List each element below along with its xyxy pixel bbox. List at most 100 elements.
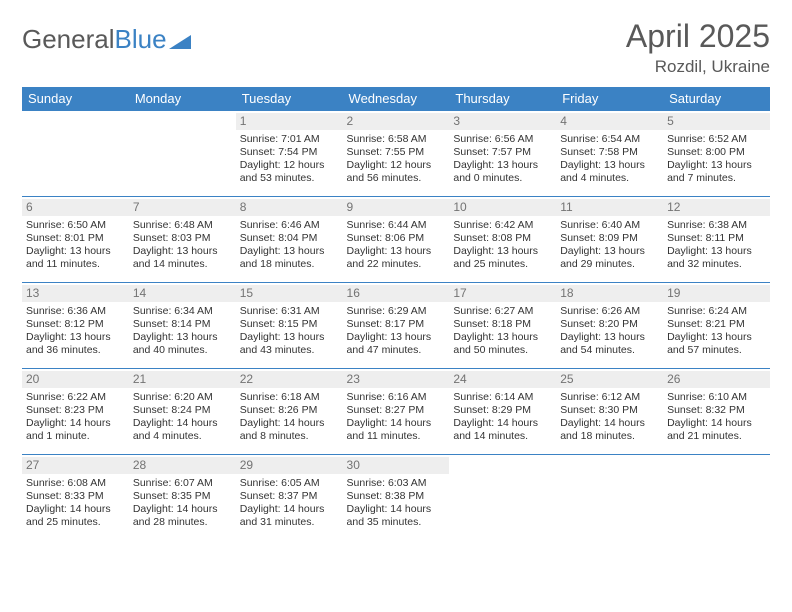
cell-text: Sunrise: 6:48 AMSunset: 8:03 PMDaylight:… — [133, 219, 232, 272]
daylight-text: Daylight: 13 hours and 11 minutes. — [26, 245, 125, 271]
title-block: April 2025 Rozdil, Ukraine — [626, 18, 770, 77]
sunrise-text: Sunrise: 6:22 AM — [26, 391, 125, 404]
calendar-cell — [556, 455, 663, 541]
calendar-row: 13Sunrise: 6:36 AMSunset: 8:12 PMDayligh… — [22, 283, 770, 369]
calendar-cell: 21 Sunrise: 6:20 AMSunset: 8:24 PMDayligh… — [129, 369, 236, 455]
day-number: 14 — [129, 285, 236, 302]
cell-text: Sunrise: 6:14 AMSunset: 8:29 PMDaylight:… — [453, 391, 552, 444]
sunset-text: Sunset: 8:32 PM — [667, 404, 766, 417]
sunset-text: Sunset: 8:30 PM — [560, 404, 659, 417]
sunset-text: Sunset: 8:18 PM — [453, 318, 552, 331]
day-number: 21 — [129, 371, 236, 388]
cell-text: Sunrise: 6:34 AMSunset: 8:14 PMDaylight:… — [133, 305, 232, 358]
calendar-cell: 17Sunrise: 6:27 AMSunset: 8:18 PMDayligh… — [449, 283, 556, 369]
cell-text: Sunrise: 6:12 AMSunset: 8:30 PMDaylight:… — [560, 391, 659, 444]
sunrise-text: Sunrise: 6:27 AM — [453, 305, 552, 318]
sunrise-text: Sunrise: 6:58 AM — [347, 133, 446, 146]
cell-text: Sunrise: 6:40 AMSunset: 8:09 PMDaylight:… — [560, 219, 659, 272]
sunrise-text: Sunrise: 6:29 AM — [347, 305, 446, 318]
daylight-text: Daylight: 14 hours and 31 minutes. — [240, 503, 339, 529]
daylight-text: Daylight: 13 hours and 4 minutes. — [560, 159, 659, 185]
calendar-cell: 5Sunrise: 6:52 AMSunset: 8:00 PMDaylight… — [663, 111, 770, 197]
sunset-text: Sunset: 7:55 PM — [347, 146, 446, 159]
day-number: 25 — [556, 371, 663, 388]
calendar-cell: 20Sunrise: 6:22 AMSunset: 8:23 PMDayligh… — [22, 369, 129, 455]
sunrise-text: Sunrise: 6:46 AM — [240, 219, 339, 232]
sunrise-text: Sunrise: 6:18 AM — [240, 391, 339, 404]
cell-text: Sunrise: 6:29 AMSunset: 8:17 PMDaylight:… — [347, 305, 446, 358]
sunrise-text: Sunrise: 6:54 AM — [560, 133, 659, 146]
logo-text-1: General — [22, 24, 115, 55]
calendar-cell: 25 Sunrise: 6:12 AMSunset: 8:30 PMDayligh… — [556, 369, 663, 455]
cell-text: Sunrise: 6:20 AMSunset: 8:24 PMDaylight:… — [133, 391, 232, 444]
calendar-cell: 18Sunrise: 6:26 AMSunset: 8:20 PMDayligh… — [556, 283, 663, 369]
daylight-text: Daylight: 14 hours and 35 minutes. — [347, 503, 446, 529]
daylight-text: Daylight: 13 hours and 43 minutes. — [240, 331, 339, 357]
calendar-cell: 14 Sunrise: 6:34 AMSunset: 8:14 PMDayligh… — [129, 283, 236, 369]
sunrise-text: Sunrise: 6:26 AM — [560, 305, 659, 318]
calendar-cell: 11 Sunrise: 6:40 AMSunset: 8:09 PMDayligh… — [556, 197, 663, 283]
sunset-text: Sunset: 8:15 PM — [240, 318, 339, 331]
cell-text: Sunrise: 6:08 AMSunset: 8:33 PMDaylight:… — [26, 477, 125, 530]
calendar-cell: 1 Sunrise: 7:01 AMSunset: 7:54 PMDaylight… — [236, 111, 343, 197]
day-number: 18 — [556, 285, 663, 302]
sunset-text: Sunset: 8:26 PM — [240, 404, 339, 417]
daylight-text: Daylight: 13 hours and 29 minutes. — [560, 245, 659, 271]
daylight-text: Daylight: 14 hours and 4 minutes. — [133, 417, 232, 443]
cell-text: Sunrise: 6:03 AMSunset: 8:38 PMDaylight:… — [347, 477, 446, 530]
day-number: 11 — [556, 199, 663, 216]
daylight-text: Daylight: 13 hours and 7 minutes. — [667, 159, 766, 185]
cell-text: Sunrise: 6:42 AMSunset: 8:08 PMDaylight:… — [453, 219, 552, 272]
calendar-cell: 22Sunrise: 6:18 AMSunset: 8:26 PMDayligh… — [236, 369, 343, 455]
day-number: 10 — [449, 199, 556, 216]
day-number: 19 — [663, 285, 770, 302]
daylight-text: Daylight: 12 hours and 53 minutes. — [240, 159, 339, 185]
daylight-text: Daylight: 13 hours and 36 minutes. — [26, 331, 125, 357]
sunset-text: Sunset: 8:33 PM — [26, 490, 125, 503]
day-number: 1 — [236, 113, 343, 130]
location: Rozdil, Ukraine — [626, 57, 770, 77]
calendar-cell: 3Sunrise: 6:56 AMSunset: 7:57 PMDaylight… — [449, 111, 556, 197]
cell-text: Sunrise: 6:16 AMSunset: 8:27 PMDaylight:… — [347, 391, 446, 444]
sunrise-text: Sunrise: 6:05 AM — [240, 477, 339, 490]
calendar-cell: 8 Sunrise: 6:46 AMSunset: 8:04 PMDaylight… — [236, 197, 343, 283]
cell-text: Sunrise: 6:22 AMSunset: 8:23 PMDaylight:… — [26, 391, 125, 444]
sunset-text: Sunset: 8:04 PM — [240, 232, 339, 245]
calendar-row: 27Sunrise: 6:08 AMSunset: 8:33 PMDayligh… — [22, 455, 770, 541]
sunrise-text: Sunrise: 6:08 AM — [26, 477, 125, 490]
weekday-header: Monday — [129, 87, 236, 111]
calendar-cell: 12Sunrise: 6:38 AMSunset: 8:11 PMDayligh… — [663, 197, 770, 283]
cell-text: Sunrise: 6:36 AMSunset: 8:12 PMDaylight:… — [26, 305, 125, 358]
weekday-header: Tuesday — [236, 87, 343, 111]
cell-text: Sunrise: 6:46 AMSunset: 8:04 PMDaylight:… — [240, 219, 339, 272]
calendar-cell: 29Sunrise: 6:05 AMSunset: 8:37 PMDayligh… — [236, 455, 343, 541]
daylight-text: Daylight: 13 hours and 22 minutes. — [347, 245, 446, 271]
day-number: 24 — [449, 371, 556, 388]
calendar-cell: 15 Sunrise: 6:31 AMSunset: 8:15 PMDayligh… — [236, 283, 343, 369]
cell-text: Sunrise: 6:07 AMSunset: 8:35 PMDaylight:… — [133, 477, 232, 530]
sunrise-text: Sunrise: 6:31 AM — [240, 305, 339, 318]
sunset-text: Sunset: 8:24 PM — [133, 404, 232, 417]
sunset-text: Sunset: 7:54 PM — [240, 146, 339, 159]
cell-text: Sunrise: 6:18 AMSunset: 8:26 PMDaylight:… — [240, 391, 339, 444]
daylight-text: Daylight: 12 hours and 56 minutes. — [347, 159, 446, 185]
day-number: 30 — [343, 457, 450, 474]
day-number: 8 — [236, 199, 343, 216]
day-number: 15 — [236, 285, 343, 302]
cell-text: Sunrise: 6:54 AMSunset: 7:58 PMDaylight:… — [560, 133, 659, 186]
calendar-table: Sunday Monday Tuesday Wednesday Thursday… — [22, 87, 770, 541]
cell-text: Sunrise: 6:27 AMSunset: 8:18 PMDaylight:… — [453, 305, 552, 358]
sunrise-text: Sunrise: 7:01 AM — [240, 133, 339, 146]
daylight-text: Daylight: 14 hours and 8 minutes. — [240, 417, 339, 443]
daylight-text: Daylight: 14 hours and 21 minutes. — [667, 417, 766, 443]
calendar-row: 6Sunrise: 6:50 AMSunset: 8:01 PMDaylight… — [22, 197, 770, 283]
calendar-cell: 30 Sunrise: 6:03 AMSunset: 8:38 PMDayligh… — [343, 455, 450, 541]
calendar-cell: 19Sunrise: 6:24 AMSunset: 8:21 PMDayligh… — [663, 283, 770, 369]
calendar-cell: 9Sunrise: 6:44 AMSunset: 8:06 PMDaylight… — [343, 197, 450, 283]
sunrise-text: Sunrise: 6:44 AM — [347, 219, 446, 232]
sunrise-text: Sunrise: 6:20 AM — [133, 391, 232, 404]
cell-text: Sunrise: 6:50 AMSunset: 8:01 PMDaylight:… — [26, 219, 125, 272]
sunset-text: Sunset: 8:11 PM — [667, 232, 766, 245]
cell-text: Sunrise: 6:31 AMSunset: 8:15 PMDaylight:… — [240, 305, 339, 358]
cell-text: Sunrise: 6:52 AMSunset: 8:00 PMDaylight:… — [667, 133, 766, 186]
